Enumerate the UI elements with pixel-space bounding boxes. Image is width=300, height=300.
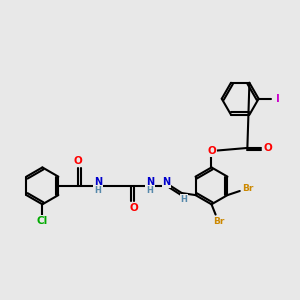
Text: Br: Br [213, 217, 224, 226]
Text: Cl: Cl [37, 216, 48, 226]
Text: O: O [263, 143, 272, 153]
Text: I: I [276, 94, 280, 104]
Text: N: N [146, 177, 154, 187]
Text: O: O [74, 156, 82, 166]
Text: H: H [94, 187, 101, 196]
Text: N: N [162, 177, 170, 187]
Text: H: H [180, 195, 187, 204]
Text: Br: Br [242, 184, 254, 194]
Text: N: N [94, 177, 102, 187]
Text: O: O [207, 146, 216, 156]
Text: O: O [129, 203, 138, 213]
Text: H: H [147, 187, 153, 196]
